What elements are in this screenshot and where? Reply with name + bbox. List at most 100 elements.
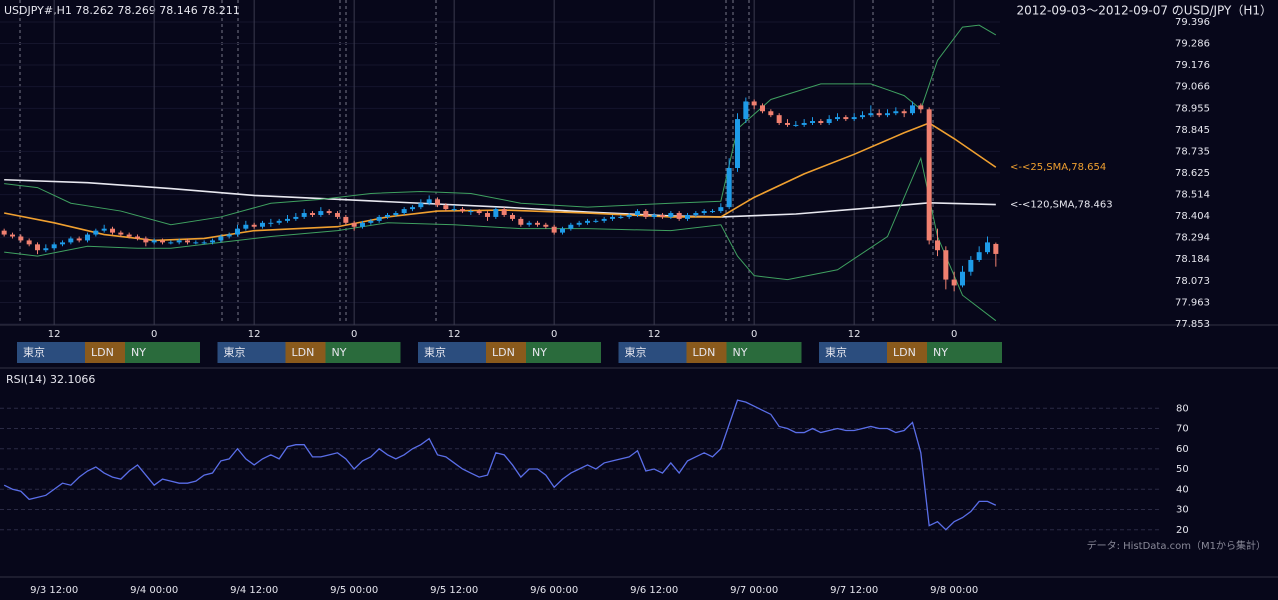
- session-block: [17, 342, 85, 363]
- y-tick-label: 50: [1176, 464, 1189, 475]
- candle-body: [368, 220, 374, 223]
- candle-body: [943, 250, 949, 280]
- x-tick-label: 12: [648, 329, 661, 340]
- x-tick-label: 9/5 12:00: [430, 585, 478, 596]
- candle-body: [168, 242, 174, 244]
- candle-body: [768, 111, 774, 116]
- candle-body: [751, 101, 757, 106]
- x-tick-label: 12: [248, 329, 261, 340]
- candle-body: [718, 207, 724, 212]
- candle-body: [835, 117, 840, 120]
- candle-body: [660, 214, 665, 217]
- session-label: 東京: [224, 345, 246, 359]
- session-label: NY: [332, 346, 347, 359]
- candle-body: [551, 226, 557, 233]
- candle-body: [576, 222, 582, 225]
- chart-title: USDJPY#,H1 78.262 78.269 78.146 78.211: [4, 4, 240, 17]
- candle-body: [885, 113, 890, 116]
- candle-body: [260, 222, 265, 227]
- candle-body: [43, 248, 49, 251]
- candle-body: [226, 234, 232, 237]
- candle-body: [351, 222, 357, 227]
- candle-body: [326, 211, 332, 214]
- candle-body: [35, 244, 40, 251]
- x-tick-label: 9/4 12:00: [230, 585, 278, 596]
- candle-body: [993, 243, 999, 254]
- candle-body: [376, 216, 382, 221]
- candle-body: [651, 214, 657, 217]
- candle-body: [93, 230, 99, 235]
- candle-body: [218, 236, 224, 241]
- candle-body: [160, 240, 165, 243]
- candle-body: [968, 259, 974, 272]
- candle-body: [451, 209, 457, 211]
- candle-body: [710, 211, 715, 213]
- session-block: [819, 342, 887, 363]
- candle-body: [268, 222, 274, 224]
- candle-body: [818, 121, 824, 123]
- candle-body: [585, 220, 590, 223]
- y-tick-label: 78.404: [1175, 211, 1210, 222]
- session-label: LDN: [693, 346, 716, 359]
- candle-body: [860, 115, 865, 118]
- y-tick-label: 79.286: [1175, 39, 1210, 50]
- candle-body: [560, 228, 565, 233]
- x-tick-label: 12: [848, 329, 861, 340]
- candle-body: [985, 242, 990, 253]
- y-tick-label: 30: [1176, 505, 1189, 516]
- x-tick-label: 12: [448, 329, 461, 340]
- y-tick-label: 78.514: [1175, 190, 1210, 201]
- y-tick-label: 80: [1176, 403, 1189, 414]
- session-label: 東京: [23, 345, 45, 359]
- session-block: [726, 342, 802, 363]
- session-label: LDN: [492, 346, 515, 359]
- candle-body: [476, 211, 482, 214]
- session-block: [618, 342, 687, 363]
- candle-body: [785, 122, 790, 125]
- candle-body: [760, 105, 765, 112]
- candle-body: [118, 232, 124, 235]
- x-tick-label: 0: [951, 329, 957, 340]
- candle-body: [176, 240, 182, 243]
- candle-body: [726, 168, 732, 208]
- y-tick-label: 78.625: [1175, 168, 1210, 179]
- candle-body: [701, 211, 707, 214]
- session-label: LDN: [893, 346, 916, 359]
- candle-body: [101, 228, 107, 231]
- candle-body: [310, 213, 315, 215]
- x-tick-label: 9/8 00:00: [930, 585, 978, 596]
- y-tick-label: 70: [1176, 424, 1189, 435]
- candle-body: [851, 117, 857, 120]
- candle-body: [510, 214, 515, 219]
- candle-body: [568, 224, 574, 229]
- candle-body: [76, 238, 82, 241]
- session-label: NY: [733, 346, 748, 359]
- candle-body: [951, 279, 957, 286]
- candle-body: [910, 105, 915, 114]
- candle-body: [518, 218, 524, 225]
- session-block: [217, 342, 286, 363]
- session-block: [887, 342, 927, 363]
- session-label: LDN: [91, 346, 114, 359]
- event-lines: [19, 0, 934, 325]
- candle-body: [801, 122, 807, 125]
- candle-body: [126, 234, 132, 237]
- session-block: [418, 342, 486, 363]
- candle-body: [393, 213, 399, 215]
- y-tick-label: 20: [1176, 525, 1189, 536]
- candle-body: [85, 234, 90, 241]
- y-tick-label: 79.396: [1175, 17, 1210, 28]
- session-label: 東京: [825, 345, 847, 359]
- candle-body: [618, 216, 624, 218]
- candle-body: [60, 242, 65, 245]
- candle-body: [868, 113, 874, 116]
- candle-body: [443, 205, 449, 210]
- rsi-title: RSI(14) 32.1066: [6, 373, 95, 386]
- indicator-label: <-<25,SMA,78.654: [1010, 162, 1106, 173]
- candle-body: [826, 119, 832, 123]
- x-tick-label: 9/7 12:00: [830, 585, 878, 596]
- candle-body: [735, 119, 740, 169]
- candle-body: [976, 252, 982, 260]
- candle-body: [810, 121, 815, 123]
